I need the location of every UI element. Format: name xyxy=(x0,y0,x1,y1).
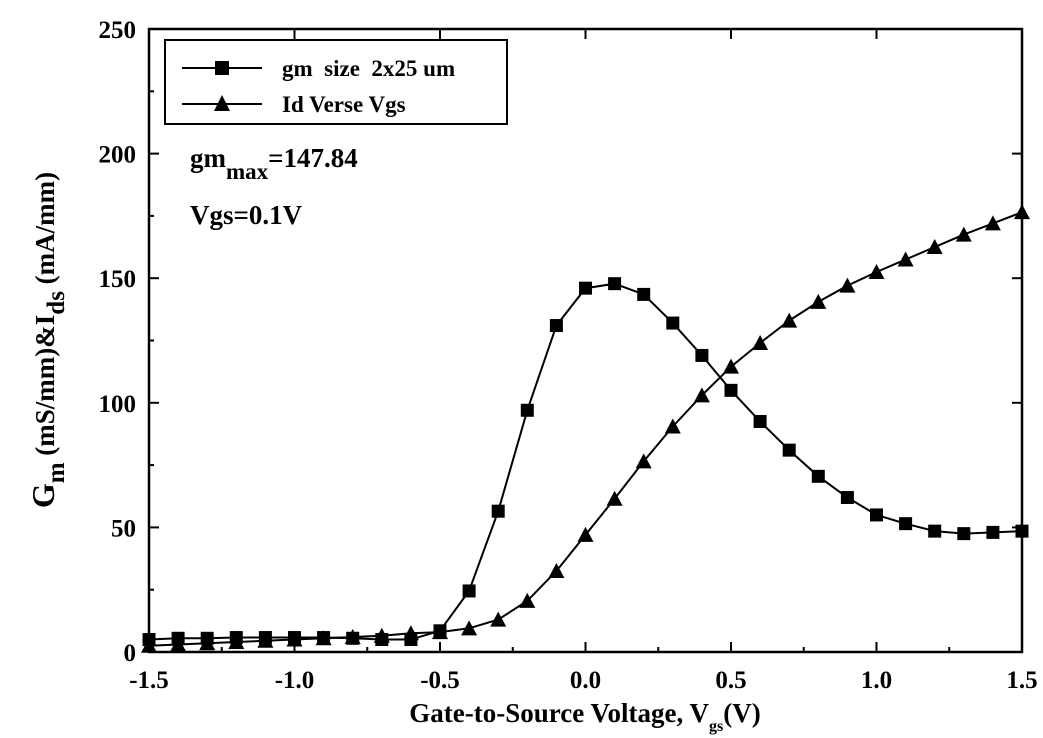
id-point xyxy=(402,625,419,641)
id-point xyxy=(606,490,623,506)
y-axis-title-g: G xyxy=(25,483,61,508)
x-axis-title: Gate-to-Source Voltage, Vgs(V) xyxy=(409,698,760,735)
gm-point xyxy=(637,287,651,301)
gm-point xyxy=(579,281,592,295)
legend-label-gm: gm size 2x25 um xyxy=(282,56,455,81)
id-point xyxy=(286,631,303,647)
gm-point xyxy=(811,469,825,483)
id-point xyxy=(170,636,187,652)
gm-point xyxy=(695,348,709,362)
id-point xyxy=(723,358,739,374)
gm-point xyxy=(957,527,971,541)
gm-point xyxy=(666,316,680,330)
gm-point xyxy=(549,319,563,333)
y-tick-label: 0 xyxy=(124,640,137,667)
id-point xyxy=(199,635,216,651)
id-point xyxy=(257,632,274,648)
x-tick-label: -1.0 xyxy=(275,667,315,694)
id-point xyxy=(548,563,565,579)
gm-point xyxy=(928,524,942,538)
y-axis-title-tail: (mA/mm) xyxy=(30,172,60,291)
gm-point xyxy=(462,584,476,598)
gm-point xyxy=(491,504,505,518)
x-axis-title-sub: gs xyxy=(709,718,723,735)
id-point xyxy=(664,418,681,434)
id-point xyxy=(868,263,885,279)
gm-point xyxy=(899,517,913,531)
gm-point xyxy=(1015,524,1029,538)
x-tick-label: 0.5 xyxy=(715,667,746,694)
gm-point xyxy=(608,277,622,291)
series-layer xyxy=(141,204,1030,653)
id-point xyxy=(926,239,943,255)
id-point xyxy=(228,634,245,650)
y-axis-title-i-sub: ds xyxy=(43,291,70,315)
gm-point xyxy=(724,383,738,397)
x-tick-label: -1.5 xyxy=(129,667,169,694)
y-axis-title-g-sub: m xyxy=(43,462,70,483)
id-point xyxy=(141,637,157,653)
id-point xyxy=(577,526,594,542)
id-point xyxy=(839,277,856,293)
gm-point xyxy=(753,414,767,428)
axis-ticks: -1.5 -1.0 -0.5 0.0 0.5 1.0 1.5 0 50 100 150 200 250 xyxy=(99,17,1038,694)
annotation-gm-base: gm xyxy=(190,143,227,173)
id-point xyxy=(781,312,798,328)
y-tick-label: 200 xyxy=(99,142,137,169)
id-point xyxy=(810,293,827,309)
annotation-gm-sub: max xyxy=(226,159,269,184)
id-point xyxy=(490,611,507,627)
y-tick-label: 50 xyxy=(111,515,136,542)
x-axis-title-main: Gate-to-Source Voltage, V xyxy=(409,698,709,728)
y-axis-title-mid: (mS/mm)&I xyxy=(30,315,60,463)
id-point xyxy=(1014,204,1030,220)
id-point xyxy=(693,387,710,403)
id-point xyxy=(373,627,390,643)
id-point xyxy=(635,453,652,469)
annotation-gm-value: =147.84 xyxy=(268,143,358,173)
gm-point xyxy=(870,508,883,522)
gm-point xyxy=(840,490,854,504)
id-point xyxy=(752,334,769,350)
id-point xyxy=(344,629,361,645)
gm-point xyxy=(520,403,534,417)
y-axis-title: Gm (mS/mm)&Ids (mA/mm) xyxy=(25,172,70,508)
y-tick-label: 100 xyxy=(99,391,137,418)
y-tick-label: 250 xyxy=(99,17,137,44)
id-point xyxy=(315,630,332,646)
x-axis-title-tail: (V) xyxy=(723,698,760,728)
id-point xyxy=(955,226,972,242)
gm-point xyxy=(782,443,796,457)
x-tick-label: -0.5 xyxy=(420,667,460,694)
id-point xyxy=(897,251,914,267)
gm-point xyxy=(986,525,1000,539)
id-point xyxy=(519,592,536,608)
legend-label-id: Id Verse Vgs xyxy=(282,92,406,117)
y-tick-label: 150 xyxy=(99,266,137,293)
legend-marker-triangle xyxy=(214,95,230,111)
legend: gm size 2x25 um Id Verse Vgs xyxy=(164,39,508,125)
annotation-vgs: Vgs=0.1V xyxy=(190,200,303,230)
id-point xyxy=(432,624,448,640)
x-tick-label: 1.0 xyxy=(861,667,892,694)
annotation-gm-max: gmmax=147.84 xyxy=(190,143,358,184)
series-line-1 xyxy=(148,211,1023,647)
id-point xyxy=(984,215,1001,231)
id-point xyxy=(461,620,478,636)
legend-marker-square xyxy=(215,61,229,75)
series-line-0 xyxy=(148,282,1023,641)
x-tick-label: 1.5 xyxy=(1006,667,1037,694)
x-tick-label: 0.0 xyxy=(570,667,601,694)
